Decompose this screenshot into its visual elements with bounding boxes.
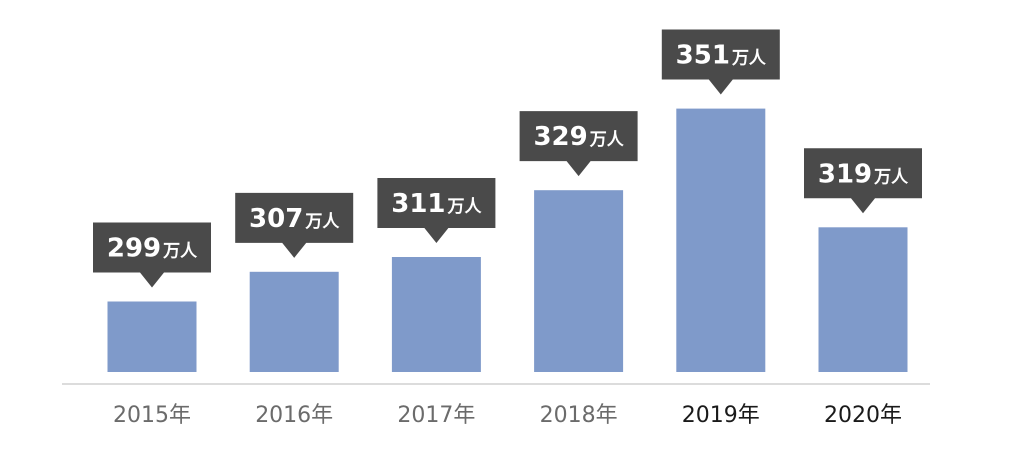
data-label: 319 万人 xyxy=(818,159,909,189)
data-label-unit: 万人 xyxy=(731,49,767,69)
data-label-callout: 329 万人 xyxy=(519,111,638,177)
data-label-value: 351 xyxy=(676,41,730,71)
x-tick-labels-group: 2015年 2016年 2017年 2018年 2019年 2020年 xyxy=(113,403,902,428)
bar-2018年 xyxy=(534,190,624,372)
data-label-unit: 万人 xyxy=(447,197,483,217)
data-label-unit: 万人 xyxy=(304,212,340,232)
data-label-callout: 319 万人 xyxy=(804,148,922,214)
data-label-value: 307 xyxy=(249,204,303,234)
bar-2019年 xyxy=(676,108,766,372)
callout-box xyxy=(93,222,211,288)
bar-2015年 xyxy=(107,301,197,372)
x-tick-label: 2020年 xyxy=(824,403,902,428)
x-tick-label: 2016年 xyxy=(255,403,333,428)
data-label-value: 329 xyxy=(533,122,587,152)
callout-box xyxy=(377,177,496,243)
callout-box xyxy=(235,192,354,258)
data-label-unit: 万人 xyxy=(873,167,909,187)
x-tick-label: 2018年 xyxy=(540,403,618,428)
callout-box xyxy=(519,111,638,177)
data-label-unit: 万人 xyxy=(162,242,198,262)
data-label-value: 319 xyxy=(818,159,872,189)
data-label-callout: 307 万人 xyxy=(235,192,354,258)
x-tick-label: 2017年 xyxy=(397,403,475,428)
x-tick-label: 2015年 xyxy=(113,403,191,428)
callout-box xyxy=(804,148,922,214)
bars-group xyxy=(107,108,908,372)
data-label: 299 万人 xyxy=(107,234,198,264)
data-label: 307 万人 xyxy=(249,204,340,234)
data-label-value: 311 xyxy=(391,189,445,219)
data-label-callout: 299 万人 xyxy=(93,222,211,288)
callout-box xyxy=(661,29,780,95)
data-label-callout: 311 万人 xyxy=(377,177,496,243)
bar-2016年 xyxy=(249,271,339,372)
bar-2020年 xyxy=(818,227,908,372)
data-label-value: 299 xyxy=(107,234,161,264)
bar-2017年 xyxy=(391,257,481,372)
data-label: 329 万人 xyxy=(533,122,624,152)
data-label: 351 万人 xyxy=(676,41,767,71)
data-label-callout: 351 万人 xyxy=(661,29,780,95)
x-tick-label: 2019年 xyxy=(682,403,760,428)
data-label: 311 万人 xyxy=(391,189,482,219)
data-label-unit: 万人 xyxy=(589,130,625,150)
